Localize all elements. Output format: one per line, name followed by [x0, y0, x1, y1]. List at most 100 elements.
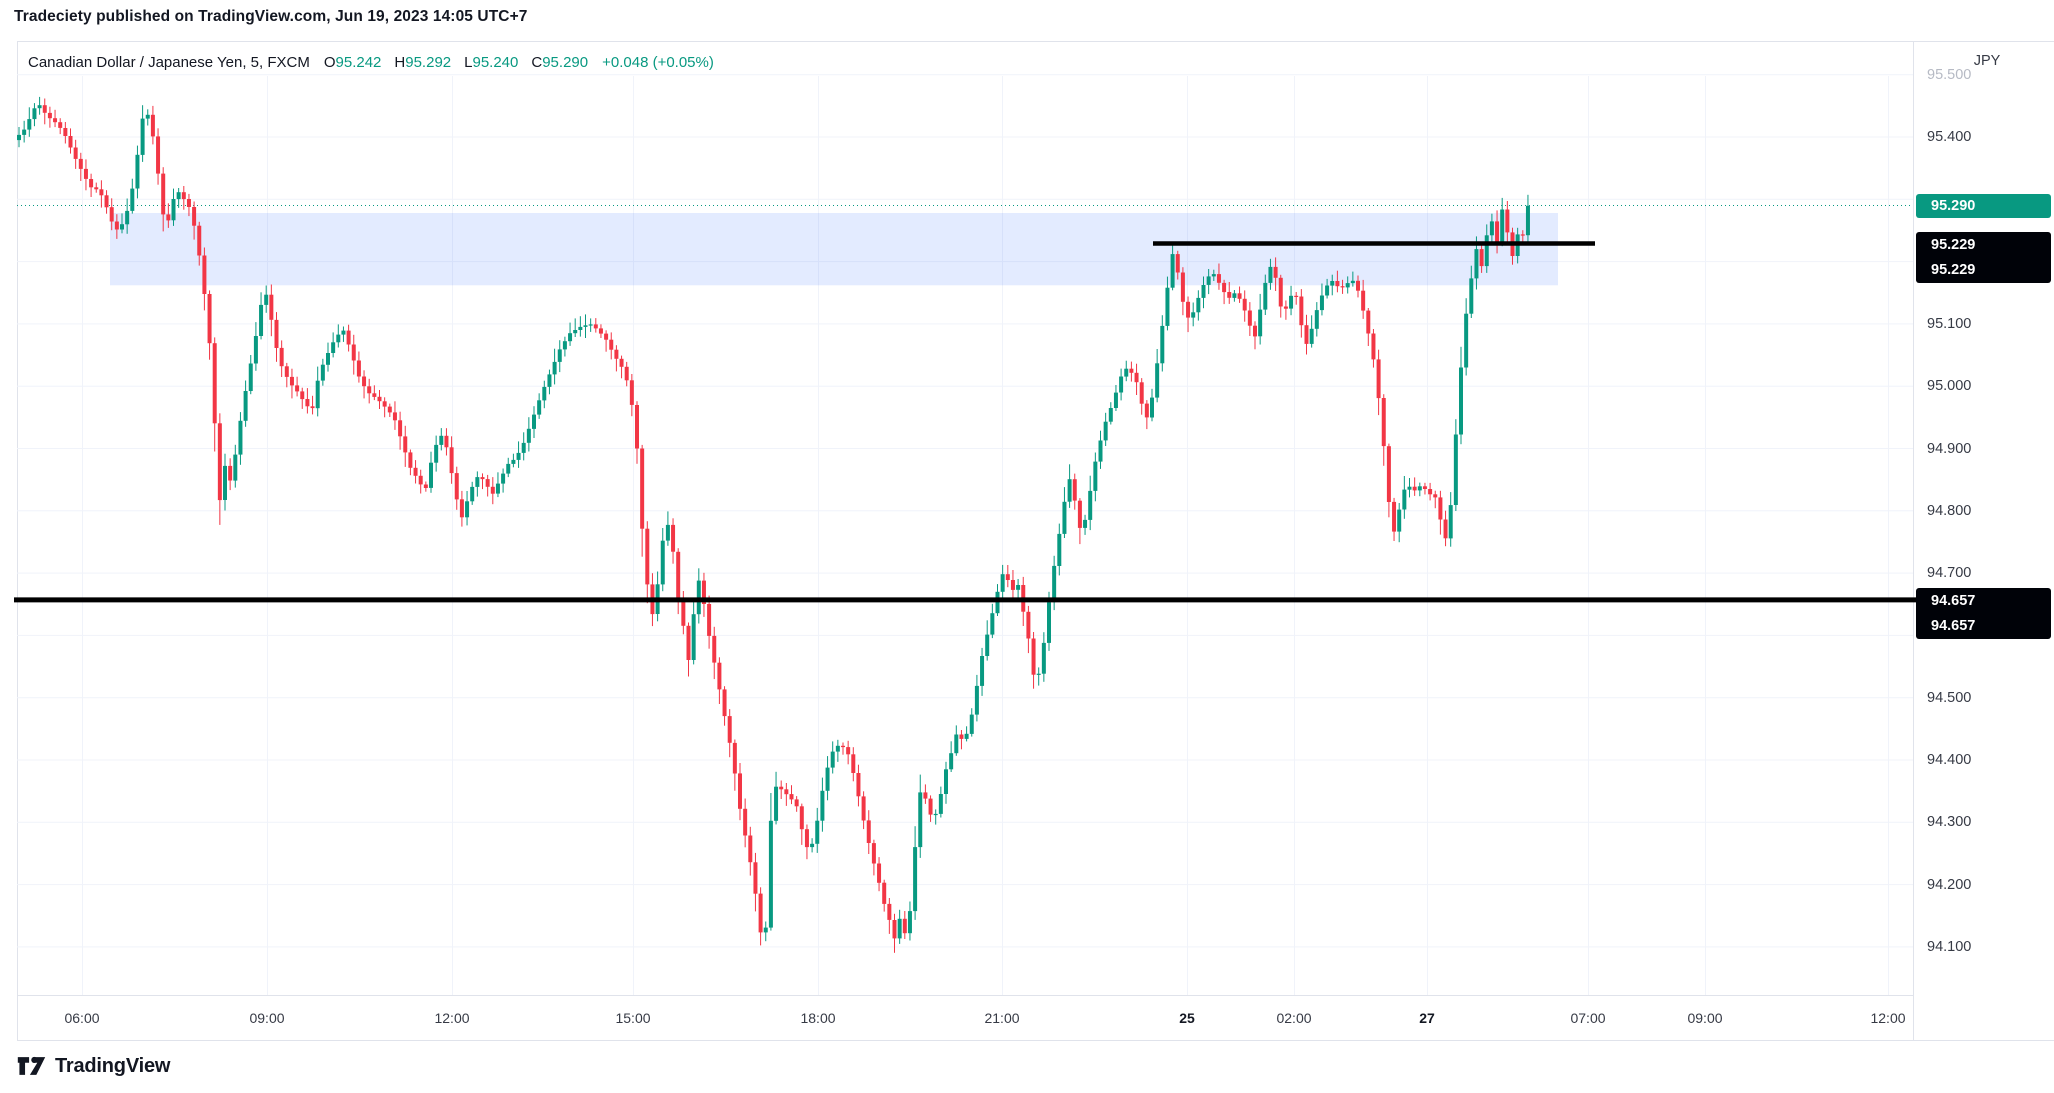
candle — [1422, 486, 1427, 489]
h-gridline — [17, 448, 1913, 449]
tradingview-logo-text[interactable]: TradingView — [55, 1054, 171, 1077]
candle — [1459, 367, 1463, 435]
candle — [418, 475, 423, 485]
candle — [820, 790, 825, 821]
candle — [326, 353, 330, 365]
tradingview-logo-icon[interactable] — [17, 1054, 46, 1078]
candle — [1500, 209, 1505, 243]
quote-currency-label: JPY — [1973, 53, 2001, 69]
h-gridline — [17, 697, 1913, 699]
candle — [1356, 280, 1360, 291]
candle — [537, 400, 542, 415]
time-axis-label: 02:00 — [1276, 1010, 1312, 1026]
candle — [1345, 283, 1350, 288]
candle — [949, 753, 954, 770]
h-gridline — [17, 634, 1913, 636]
published-caption: Tradeciety published on TradingView.com,… — [14, 8, 528, 25]
candle — [1062, 501, 1067, 534]
price-axis-label: 95.400 — [1927, 129, 1972, 145]
v-gridline — [82, 76, 83, 995]
candle — [135, 154, 140, 189]
badge-price-text: 94.657 — [1931, 592, 1976, 609]
candle — [485, 479, 490, 487]
candle — [861, 796, 866, 821]
candle — [1010, 580, 1015, 590]
v-gridline — [1002, 76, 1003, 995]
candle — [269, 294, 274, 320]
candle — [120, 224, 124, 230]
candle — [53, 118, 58, 123]
symbol-title[interactable]: Canadian Dollar / Japanese Yen, 5, FXCM — [28, 53, 310, 71]
candle — [387, 406, 392, 413]
candle — [1330, 281, 1335, 286]
candle — [1155, 363, 1160, 398]
v-gridline — [1427, 76, 1428, 995]
candle — [1464, 313, 1469, 368]
candle — [176, 192, 181, 200]
candle — [969, 714, 974, 734]
candle — [377, 396, 382, 402]
candle — [382, 401, 387, 407]
candle — [1479, 249, 1484, 267]
candle — [125, 210, 130, 225]
candle — [1201, 285, 1206, 298]
candle — [882, 882, 887, 904]
candle — [799, 806, 804, 830]
candle — [1443, 519, 1448, 539]
candle — [918, 792, 923, 848]
candle — [1319, 295, 1324, 311]
candle — [1206, 276, 1211, 285]
candle — [717, 662, 722, 690]
candle — [1495, 221, 1500, 243]
candle — [150, 114, 155, 137]
supply-zone[interactable] — [110, 213, 1558, 286]
legend: Canadian Dollar / Japanese Yen, 5, FXCM … — [28, 52, 714, 72]
ohlc-item: L 95.240 — [464, 53, 519, 71]
candle — [624, 366, 629, 381]
candle — [1247, 310, 1252, 326]
candle — [94, 187, 99, 190]
candle — [42, 105, 47, 113]
candle — [351, 344, 356, 361]
candle — [892, 920, 897, 939]
candle — [681, 599, 686, 626]
candle — [27, 119, 32, 130]
candle — [732, 742, 737, 774]
candle — [243, 391, 248, 421]
candle — [1392, 501, 1397, 532]
candle — [866, 820, 871, 843]
ohlc-item: C 95.290 — [531, 53, 589, 71]
candle — [1448, 505, 1453, 539]
candle — [768, 820, 773, 928]
candle — [676, 551, 681, 600]
candle — [403, 436, 408, 453]
candle — [1402, 489, 1407, 510]
price-axis-label: 94.300 — [1927, 814, 1972, 831]
candle — [985, 634, 990, 656]
candle — [1129, 368, 1134, 373]
candle — [1180, 272, 1185, 302]
candle — [495, 483, 500, 494]
candle — [635, 405, 639, 449]
v-gridline — [452, 76, 453, 995]
footer: TradingView — [17, 1051, 170, 1081]
candle — [1026, 611, 1031, 639]
candle — [1119, 376, 1124, 393]
candle — [1052, 565, 1057, 603]
candle — [995, 591, 1000, 614]
candle — [58, 122, 63, 128]
candle — [145, 114, 150, 119]
candle — [1186, 301, 1191, 318]
candle — [1474, 249, 1479, 279]
candle — [665, 524, 670, 541]
time-axis-label: 12:00 — [434, 1010, 470, 1026]
chart-bottom-border — [17, 1040, 2054, 1041]
candle — [331, 342, 336, 353]
candle — [264, 294, 269, 305]
candle — [17, 134, 21, 141]
candle — [1412, 486, 1417, 491]
v-gridline — [267, 76, 268, 995]
candle — [835, 745, 840, 752]
candle — [1211, 274, 1216, 277]
